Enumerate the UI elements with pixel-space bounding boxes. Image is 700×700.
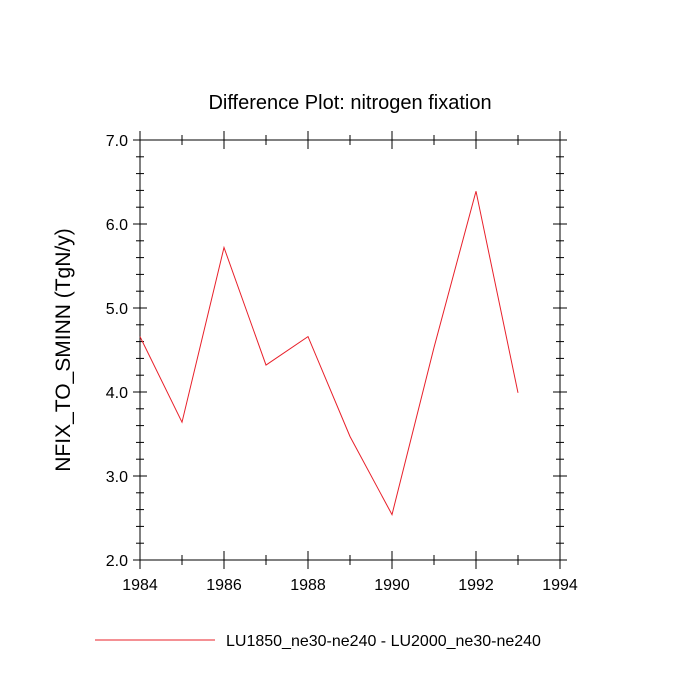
y-axis-label: NFIX_TO_SMINN (TgN/y) [52, 228, 75, 471]
x-tick-label: 1984 [122, 577, 158, 594]
series-lines [139, 191, 519, 516]
legend: LU1850_ne30-ne240 - LU2000_ne30-ne240 [95, 633, 541, 650]
x-tick-label: 1986 [206, 577, 242, 594]
x-tick-label: 1992 [458, 577, 494, 594]
y-tick-label: 2.0 [106, 553, 128, 570]
x-tick-label: 1988 [290, 577, 326, 594]
x-tick-label: 1994 [542, 577, 578, 594]
y-tick-label: 4.0 [106, 385, 128, 402]
chart-title: Difference Plot: nitrogen fixation [208, 92, 491, 114]
y-axis-ticks: 2.0 3.0 4.0 5.0 6.0 7.0 [106, 133, 567, 570]
series-line [139, 191, 519, 516]
plot-frame [139, 139, 561, 561]
y-tick-label: 7.0 [106, 133, 128, 150]
legend-label: LU1850_ne30-ne240 - LU2000_ne30-ne240 [226, 633, 541, 650]
x-tick-label: 1990 [374, 577, 410, 594]
y-tick-label: 6.0 [106, 217, 128, 234]
y-tick-label: 5.0 [106, 301, 128, 318]
y-tick-label: 3.0 [106, 469, 128, 486]
x-axis-ticks: 1984 1986 1988 1990 1992 1994 [122, 131, 578, 594]
